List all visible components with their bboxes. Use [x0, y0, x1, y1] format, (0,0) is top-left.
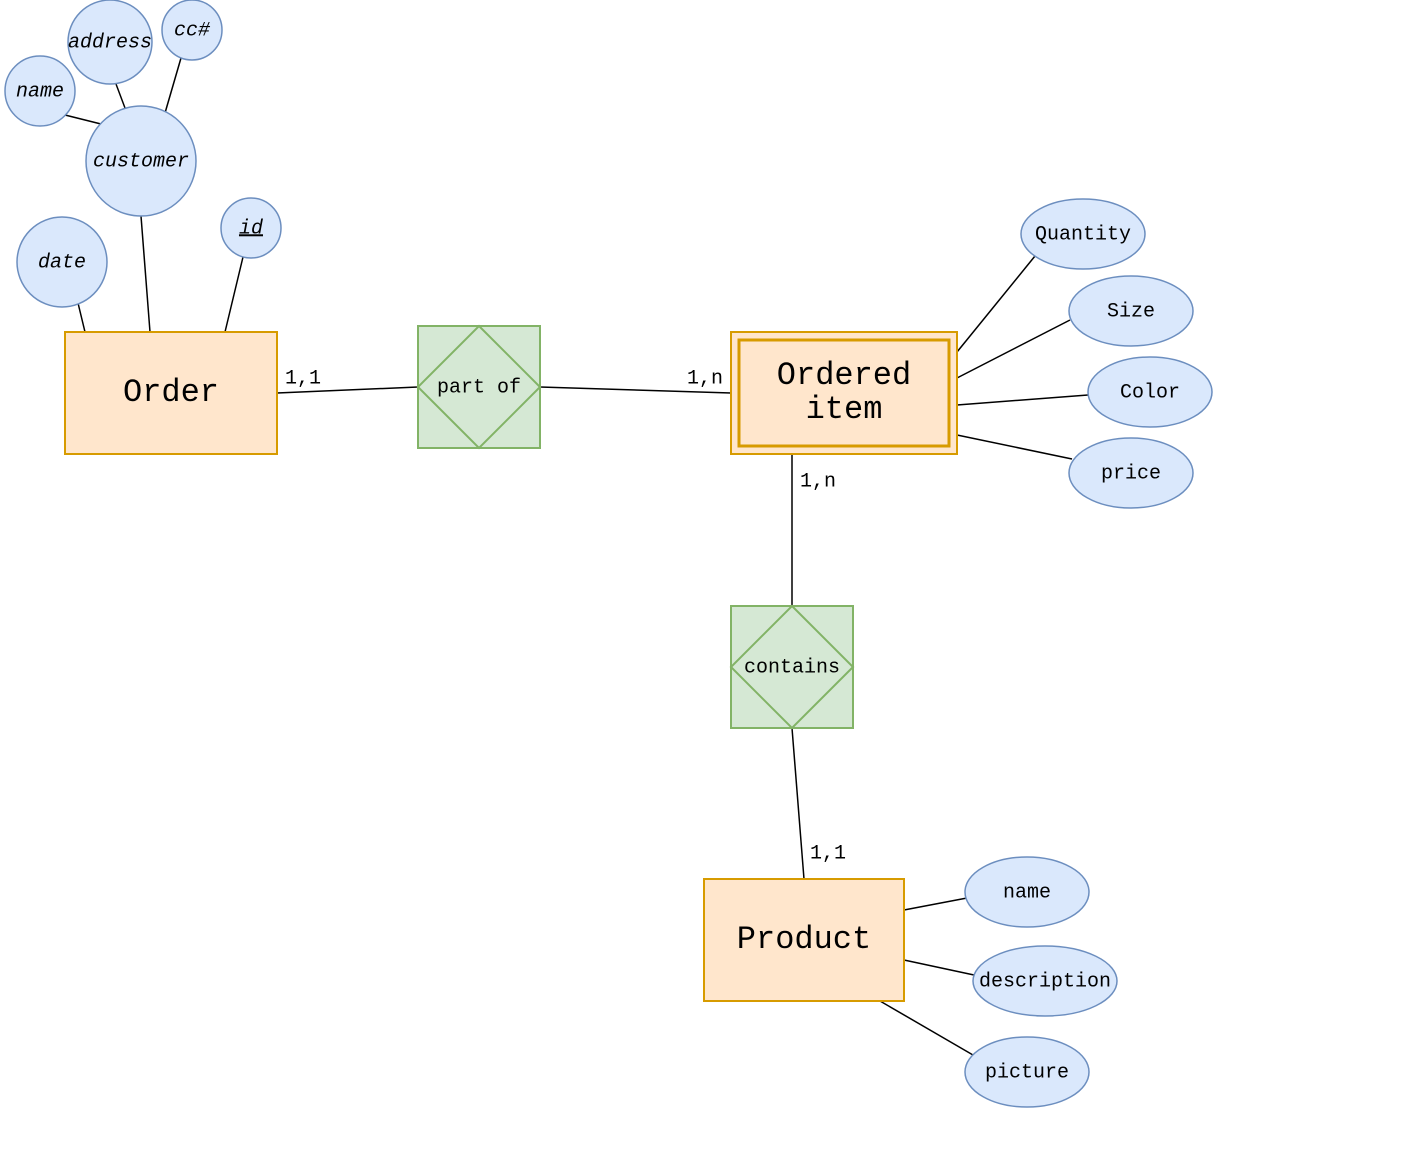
- edge-4: [78, 303, 85, 332]
- edge-13: [957, 435, 1072, 459]
- edge-3: [792, 728, 804, 879]
- cardinality-0: 1,1: [285, 367, 321, 390]
- entity-label-order: Order: [123, 374, 219, 411]
- rel-part_of: part of: [418, 326, 540, 448]
- attr-prod_name: name: [965, 857, 1089, 927]
- attr-order_date: date: [17, 217, 107, 307]
- attr-oi_size: Size: [1069, 276, 1193, 346]
- edge-5: [141, 216, 150, 332]
- attr-label-oi_color: Color: [1120, 381, 1180, 404]
- edge-14: [904, 898, 967, 910]
- cardinality-3: 1,1: [810, 842, 846, 865]
- attr-oi_quantity: Quantity: [1021, 199, 1145, 269]
- attr-label-order_date: date: [38, 251, 86, 274]
- attr-label-order_id: id: [239, 217, 263, 240]
- attr-cust_name: name: [5, 56, 75, 126]
- edge-9: [165, 58, 181, 113]
- edge-12: [957, 395, 1088, 405]
- attr-label-oi_price: price: [1101, 462, 1161, 485]
- attr-order_customer: customer: [86, 106, 196, 216]
- attr-cust_address: address: [68, 0, 152, 84]
- entity-ordered_item: Ordereditem: [731, 332, 957, 454]
- attr-prod_desc: description: [973, 946, 1117, 1016]
- edge-15: [904, 960, 974, 975]
- edge-7: [65, 115, 101, 124]
- attr-oi_color: Color: [1088, 357, 1212, 427]
- edge-6: [225, 257, 243, 332]
- er-diagram: date customer id name address cc# Quantity Size…: [0, 0, 1418, 1154]
- attr-label-cust_address: address: [68, 31, 152, 54]
- edge-11: [957, 320, 1070, 378]
- cardinality-1: 1,n: [687, 367, 723, 390]
- rel-label-contains: contains: [744, 656, 840, 679]
- entity-order: Order: [65, 332, 277, 454]
- entity-product: Product: [704, 879, 904, 1001]
- cardinality-2: 1,n: [800, 470, 836, 493]
- attr-label-oi_size: Size: [1107, 300, 1155, 323]
- attr-label-oi_quantity: Quantity: [1035, 223, 1131, 246]
- attributes-layer: date customer id name address cc# Quantity Size…: [5, 0, 1212, 1107]
- attr-oi_price: price: [1069, 438, 1193, 508]
- attr-prod_picture: picture: [965, 1037, 1089, 1107]
- edge-10: [957, 256, 1035, 352]
- attr-cust_cc: cc#: [162, 0, 222, 60]
- edge-16: [880, 1001, 973, 1055]
- attr-label-prod_name: name: [1003, 881, 1051, 904]
- attr-order_id: id: [221, 198, 281, 258]
- entity-label-product: Product: [737, 921, 871, 958]
- edges-layer: [65, 58, 1088, 1055]
- attr-label-cust_name: name: [16, 80, 64, 103]
- attr-label-prod_picture: picture: [985, 1061, 1069, 1084]
- attr-label-prod_desc: description: [979, 970, 1111, 993]
- edge-8: [116, 84, 125, 108]
- attr-label-order_customer: customer: [93, 150, 189, 173]
- rel-contains: contains: [731, 606, 853, 728]
- attr-label-cust_cc: cc#: [174, 19, 211, 42]
- rel-label-part_of: part of: [437, 376, 521, 399]
